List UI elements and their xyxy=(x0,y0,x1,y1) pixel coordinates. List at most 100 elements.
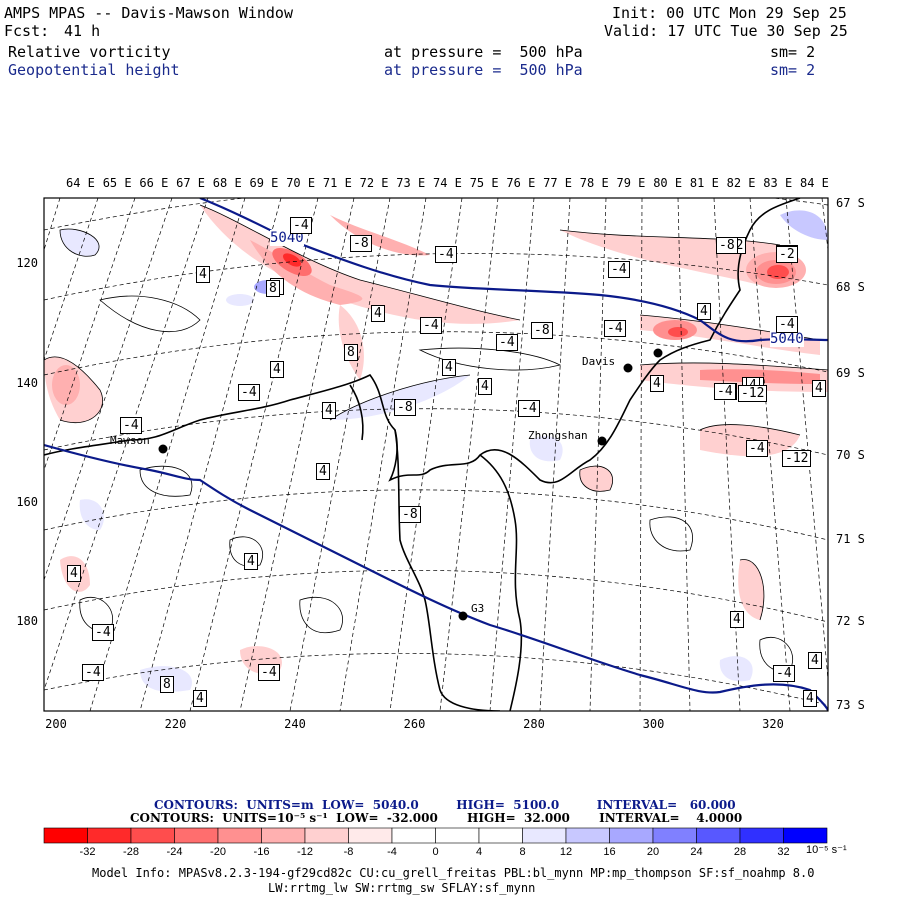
vorticity-contour-label: 4 xyxy=(697,303,711,320)
x-tick-label: 300 xyxy=(642,717,665,731)
station-davis2-marker[interactable] xyxy=(653,348,663,358)
vorticity-contour-label: -4 xyxy=(746,440,768,457)
colorbar-label: 12 xyxy=(559,846,573,858)
colorbar-label: 4 xyxy=(475,846,483,858)
field2-smoothing: sm= 2 xyxy=(770,61,816,79)
geopotential-height-contours xyxy=(44,198,828,711)
longitude-label: 70 E xyxy=(286,176,316,190)
vorticity-contour-label: -4 xyxy=(776,316,798,333)
vorticity-contour-label: 4 xyxy=(650,375,664,392)
init-time: Init: 00 UTC Mon 29 Sep 25 xyxy=(612,4,847,22)
colorbar-label: 8 xyxy=(519,846,526,858)
longitude-label: 72 E xyxy=(359,176,389,190)
vorticity-contour-label: 4 xyxy=(730,611,744,628)
stations xyxy=(158,348,663,621)
vorticity-contour-info: CONTOURS: UNITS=10⁻⁵ s⁻¹ LOW= -32.000 HI… xyxy=(130,811,743,825)
vorticity-contour-label: -12 xyxy=(782,450,812,467)
longitude-label: 75 E xyxy=(469,176,499,190)
colorbar xyxy=(43,827,828,844)
colorbar-swatch xyxy=(348,827,393,844)
colorbar-swatch xyxy=(174,827,219,844)
colorbar-swatch xyxy=(304,827,349,844)
colorbar-swatch xyxy=(130,827,175,844)
height-label-5040-b: 5040 xyxy=(770,331,804,347)
colorbar-swatch xyxy=(739,827,784,844)
latitude-label: 72 S xyxy=(836,614,865,628)
longitude-label: 67 E xyxy=(176,176,205,190)
vorticity-contour-label: 4 xyxy=(803,690,817,707)
colorbar-swatch xyxy=(435,827,480,844)
forecast-label: Fcst: xyxy=(4,22,50,40)
valid-time: Valid: 17 UTC Tue 30 Sep 25 xyxy=(604,22,848,40)
vorticity-contour-label: 4 xyxy=(812,380,826,397)
x-tick-label: 220 xyxy=(164,717,187,731)
vorticity-contour-label: -12 xyxy=(738,385,768,402)
x-tick-label: 260 xyxy=(403,717,426,731)
lat-lon-grid xyxy=(44,198,828,711)
plot-frame xyxy=(43,197,829,712)
vorticity-contour-label: -8 xyxy=(716,237,738,254)
vorticity-contour-label: -2 xyxy=(776,246,798,263)
colorbar-swatch xyxy=(217,827,262,844)
colorbar-swatch xyxy=(87,827,132,844)
longitude-label: 83 E xyxy=(763,176,793,190)
station-mawson-label: Mawson xyxy=(110,434,150,447)
colorbar-swatch xyxy=(261,827,306,844)
station-zhongshan-label: Zhongshan xyxy=(528,429,588,442)
map-title: AMPS MPAS -- Davis-Mawson Window xyxy=(4,4,293,22)
colorbar-swatch xyxy=(43,827,88,844)
vorticity-contour-label: 4 xyxy=(316,463,330,480)
field1-smoothing: sm= 2 xyxy=(770,43,816,61)
field2-level: at pressure = 500 hPa xyxy=(384,61,583,79)
vorticity-contour-label: 4 xyxy=(808,652,822,669)
vorticity-contour-label: 4 xyxy=(193,690,207,707)
vorticity-contour-label: 4 xyxy=(442,359,456,376)
vorticity-contour-label: -4 xyxy=(82,664,104,681)
y-tick-label: 180 xyxy=(16,614,38,628)
longitude-label: 80 E xyxy=(653,176,683,190)
latitude-label: 73 S xyxy=(836,698,865,712)
colorbar-label: -24 xyxy=(166,846,183,858)
latitude-label: 69 S xyxy=(836,366,865,380)
y-tick-label: 160 xyxy=(16,495,38,509)
colorbar-units: 10⁻⁵ s⁻¹ xyxy=(806,844,847,856)
station-zhongshan-marker[interactable] xyxy=(597,436,607,446)
colorbar-label: 0 xyxy=(432,846,439,858)
colorbar-label: -20 xyxy=(210,846,226,858)
vorticity-contour-label: 8 xyxy=(160,676,174,693)
coastline xyxy=(44,198,801,711)
station-davis-label: Davis xyxy=(582,355,616,368)
vorticity-contour-label: -4 xyxy=(258,664,280,681)
longitude-label: 77 E xyxy=(543,176,572,190)
station-g3-marker[interactable] xyxy=(458,611,468,621)
vorticity-contour-label: -4 xyxy=(92,624,114,641)
latitude-label: 67 S xyxy=(836,196,865,210)
height-contour-info: CONTOURS: UNITS=m LOW= 5040.0 HIGH= 5100… xyxy=(154,798,736,812)
latitude-label: 71 S xyxy=(836,532,865,546)
field1-level: at pressure = 500 hPa xyxy=(384,43,583,61)
vorticity-contour-label: -4 xyxy=(290,217,312,234)
colorbar-label: 20 xyxy=(646,846,660,858)
y-tick-label: 120 xyxy=(16,256,38,270)
longitude-label: 71 E xyxy=(322,176,352,190)
longitude-label: 79 E xyxy=(616,176,646,190)
colorbar-swatch xyxy=(391,827,436,844)
longitude-label: 76 E xyxy=(506,176,536,190)
station-mawson-marker[interactable] xyxy=(158,444,168,454)
station-davis-marker[interactable] xyxy=(623,363,633,373)
x-tick-label: 240 xyxy=(284,717,306,731)
colorbar-swatch xyxy=(609,827,654,844)
colorbar-swatch xyxy=(565,827,610,844)
colorbar-label: 28 xyxy=(733,846,747,858)
colorbar-swatch xyxy=(478,827,523,844)
station-g3-label: G3 xyxy=(471,602,485,615)
vorticity-contour-label: 4 xyxy=(371,305,385,322)
longitude-label: 73 E xyxy=(396,176,426,190)
vorticity-contour-label: -4 xyxy=(518,400,540,417)
longitude-label: 74 E xyxy=(433,176,462,190)
colorbar-label: 32 xyxy=(777,846,790,858)
vorticity-contour-label: -4 xyxy=(714,383,736,400)
vorticity-contour-label: -4 xyxy=(435,246,457,263)
vorticity-contour-label: -4 xyxy=(120,417,142,434)
colorbar-label: -4 xyxy=(387,846,397,858)
